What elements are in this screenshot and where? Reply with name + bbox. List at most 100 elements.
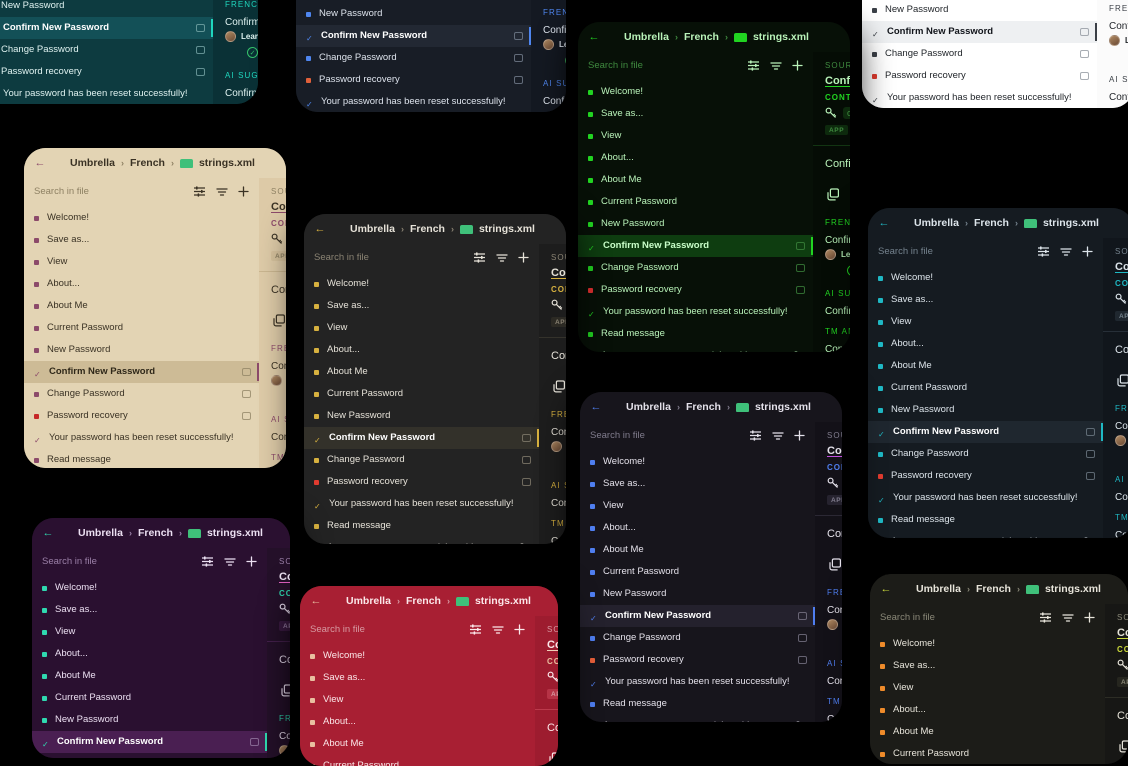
filter-icon[interactable] (770, 61, 782, 71)
ai-suggestion-text[interactable]: Confirmer le nouveau mot de passe (813, 303, 850, 318)
french-translations-label[interactable]: FRENCH TRANSLATIONS ▾ (813, 209, 850, 232)
copy-icon[interactable] (1117, 374, 1128, 387)
list-item[interactable]: View (580, 495, 815, 517)
back-arrow-icon[interactable]: ← (880, 583, 892, 595)
french-translation-text[interactable]: Confirmer le nouveau mot de Pass (815, 602, 842, 617)
copy-icon[interactable] (281, 684, 290, 697)
list-item[interactable]: About... (868, 333, 1103, 355)
french-translations-label[interactable]: FRENCH TRANSLATIONS ▾ (531, 0, 566, 22)
list-item[interactable]: Password recovery (868, 465, 1103, 487)
french-translation-text[interactable]: Confirmer le nouveau mot de Pass (1103, 418, 1128, 433)
sliders-icon[interactable] (201, 556, 214, 567)
list-item[interactable]: ✓Your password has been reset successful… (580, 671, 815, 693)
breadcrumb-project[interactable]: Umbrella (70, 157, 115, 169)
tm-mt-suggestions-label[interactable]: TM AND MT SUGGESTIONS ▾ (531, 108, 566, 112)
list-item[interactable]: ✓Confirm New Password (578, 235, 813, 257)
filter-icon[interactable] (496, 253, 508, 263)
search-input[interactable]: Search in file (590, 430, 749, 441)
comment-icon[interactable] (798, 634, 807, 642)
list-item[interactable]: New Password (868, 399, 1103, 421)
filter-icon[interactable] (1060, 247, 1072, 257)
tm-suggestion-text[interactable]: Confirmer le nouveau mot de passe (815, 711, 842, 722)
back-arrow-icon[interactable]: ← (590, 401, 602, 413)
list-item[interactable]: ✓Your password has been reset successful… (578, 301, 813, 323)
comment-icon[interactable] (796, 264, 805, 272)
app-card-olive[interactable]: ← Umbrella › French › strings.xml Search… (870, 574, 1128, 764)
breadcrumb-project[interactable]: Umbrella (346, 595, 391, 607)
french-translations-label[interactable]: FRENCH TRANSLATIONS ▾ (1097, 0, 1128, 18)
list-item[interactable]: Read message (868, 509, 1103, 531)
copy-icon[interactable] (827, 188, 840, 201)
list-item[interactable]: Read message (24, 449, 259, 468)
target-translation-input[interactable]: Confirmer le nouveau mot de Pa (815, 516, 842, 540)
french-translation-text[interactable]: Confirmer le nouveau mot de Pass (259, 358, 286, 373)
list-item[interactable]: ✓Confirm New Password (296, 25, 531, 47)
list-item[interactable]: About Me (300, 733, 535, 755)
comment-icon[interactable] (514, 54, 523, 62)
french-translations-label[interactable]: FRENCH TRANSLATIONS ▾ (213, 0, 258, 14)
comment-icon[interactable] (1086, 450, 1095, 458)
list-item[interactable]: ✓Confirm New Password (304, 427, 539, 449)
tm-mt-suggestions-label[interactable]: TM AND MT SUGGESTIONS ▾ (1097, 104, 1128, 108)
list-item[interactable]: About Me (870, 721, 1105, 743)
list-item[interactable]: Change Password (32, 753, 267, 758)
french-translation-text[interactable]: Confirmer le nouveau mot de Pass (213, 14, 258, 29)
breadcrumb-language[interactable]: French (684, 31, 719, 43)
breadcrumb-project[interactable]: Umbrella (350, 223, 395, 235)
search-input[interactable]: Search in file (878, 246, 1037, 257)
list-item[interactable]: ✓Confirm New Password (862, 21, 1097, 43)
list-item[interactable]: About Me (580, 539, 815, 561)
plus-icon[interactable] (794, 430, 805, 441)
list-item[interactable]: Change Password (0, 39, 213, 61)
target-translation-input[interactable]: Confirmer le nouveau mot de Pa (1105, 698, 1128, 722)
list-item[interactable]: Change Password (580, 627, 815, 649)
list-item[interactable]: Welcome! (24, 207, 259, 229)
list-item[interactable]: Password recovery (578, 279, 813, 301)
author-name[interactable]: Leane Stevens (l.stevens) (559, 40, 566, 49)
list-item[interactable]: Change Password (296, 47, 531, 69)
target-translation-input[interactable]: Confirmer le nouveau mot de Pa (267, 642, 290, 666)
context-toggle[interactable]: CONTEXT ▾ (1117, 645, 1128, 654)
list-item[interactable]: Save as... (32, 599, 267, 621)
french-translations-label[interactable]: FRENCH TRANSLATIONS ▾ (267, 705, 290, 728)
list-item[interactable]: Save as... (868, 289, 1103, 311)
filter-icon[interactable] (1062, 613, 1074, 623)
list-item[interactable]: Welcome! (580, 451, 815, 473)
breadcrumb-file[interactable]: strings.xml (1043, 217, 1099, 229)
list-item[interactable]: About Me (578, 169, 813, 191)
context-toggle[interactable]: CONTEXT ▾ (1115, 279, 1128, 288)
tm-mt-suggestions-label[interactable]: TM AND MT SUGGESTIONS ▾ (815, 688, 842, 711)
list-item[interactable]: ✓Your password has been reset successful… (304, 493, 539, 515)
context-toggle[interactable]: CONTEXT ▾ (551, 285, 566, 294)
list-item[interactable]: Save as... (578, 103, 813, 125)
list-item[interactable]: Current Password (870, 743, 1105, 764)
list-item[interactable]: Are you sure you want to delete this mes… (578, 345, 813, 352)
breadcrumb-project[interactable]: Umbrella (626, 401, 671, 413)
list-item[interactable]: Welcome! (300, 645, 535, 667)
list-item[interactable]: About Me (24, 295, 259, 317)
ai-suggestion-label[interactable]: AI SUGGESTION ▾ (1103, 466, 1128, 489)
ai-suggestion-label[interactable]: AI SUGGESTION ▾ (813, 280, 850, 303)
list-item[interactable]: View (578, 125, 813, 147)
list-item[interactable]: Read message (578, 323, 813, 345)
plus-icon[interactable] (1084, 612, 1095, 623)
comment-icon[interactable] (798, 612, 807, 620)
app-card-plum[interactable]: ← Umbrella › French › strings.xml Search… (32, 518, 290, 758)
list-item[interactable]: Change Password (24, 383, 259, 405)
target-translation-input[interactable]: Confirmer le nouveau mot de Pa (1103, 332, 1128, 356)
list-item[interactable]: New Password (580, 583, 815, 605)
list-item[interactable]: Password recovery (580, 649, 815, 671)
list-item[interactable]: Change Password (578, 257, 813, 279)
breadcrumb-project[interactable]: Umbrella (914, 217, 959, 229)
list-item[interactable]: View (24, 251, 259, 273)
list-item[interactable]: New Password (578, 213, 813, 235)
app-card-navy[interactable]: ← Umbrella › French › strings.xml Search… (868, 208, 1128, 538)
list-item[interactable]: About... (580, 517, 815, 539)
list-item[interactable]: ✓Your password has been reset successful… (0, 83, 213, 104)
list-item[interactable]: New Password (0, 0, 213, 17)
app-card-teal[interactable]: ← Umbrella › French › strings.xml Search… (0, 0, 258, 104)
list-item[interactable]: Password recovery (24, 405, 259, 427)
plus-icon[interactable] (514, 624, 525, 635)
list-item[interactable]: Current Password (32, 687, 267, 709)
